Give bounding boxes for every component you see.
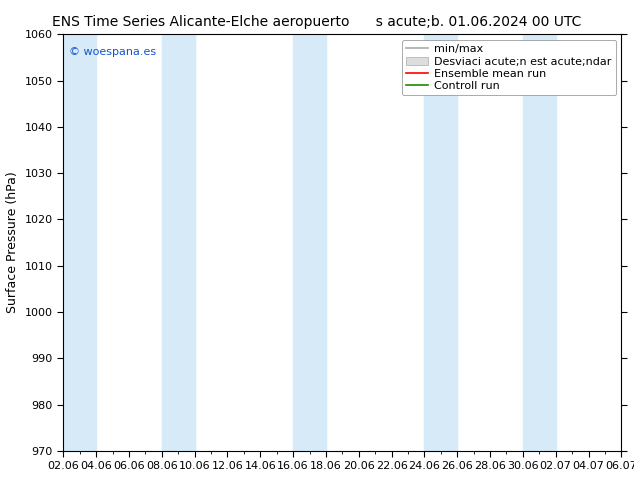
Bar [293,34,326,451]
Bar [424,34,457,451]
Bar [523,34,555,451]
Y-axis label: Surface Pressure (hPa): Surface Pressure (hPa) [6,172,19,314]
Text: ENS Time Series Alicante-Elche aeropuerto      s acute;b. 01.06.2024 00 UTC: ENS Time Series Alicante-Elche aeropuert… [53,15,581,29]
Text: © woespana.es: © woespana.es [69,47,156,57]
Bar [63,34,96,451]
Bar [162,34,195,451]
Legend: min/max, Desviaci acute;n est acute;ndar, Ensemble mean run, Controll run: min/max, Desviaci acute;n est acute;ndar… [402,40,616,96]
